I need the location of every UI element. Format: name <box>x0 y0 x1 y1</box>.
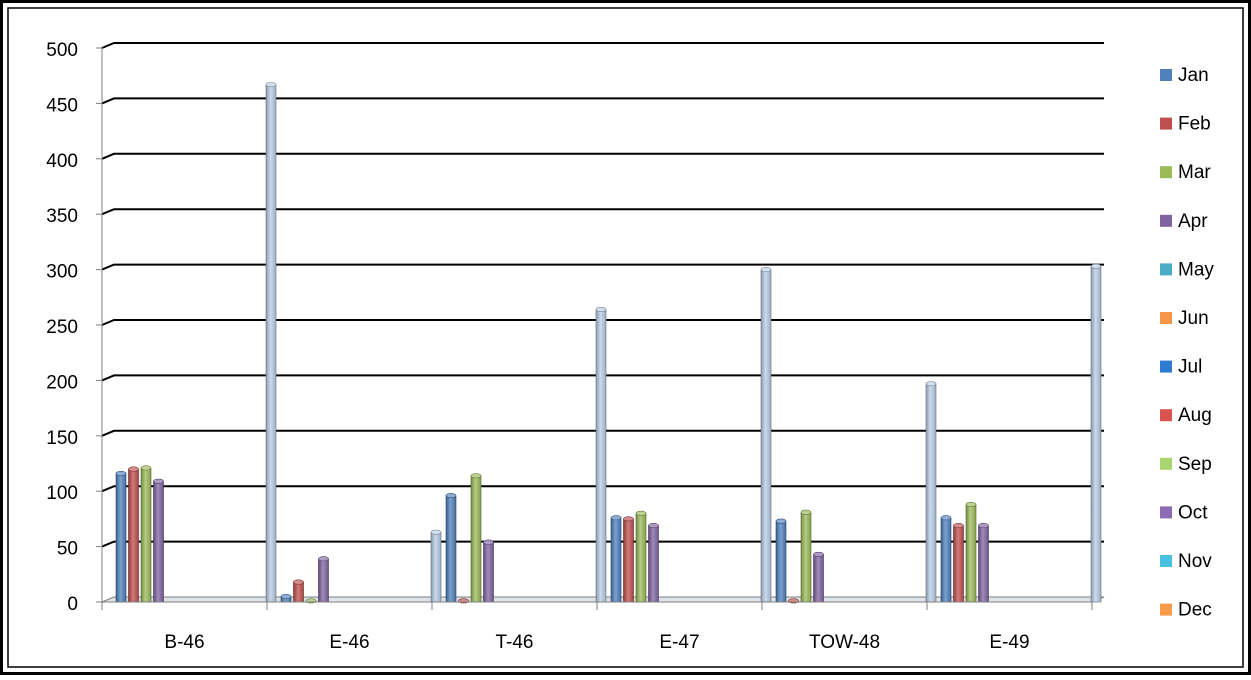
legend-label-may: May <box>1178 259 1214 280</box>
gridline-450 <box>101 97 1104 105</box>
legend-label-sep: Sep <box>1178 454 1212 475</box>
bar-t-46-jan <box>445 493 457 603</box>
legend-label-jul: Jul <box>1178 357 1202 378</box>
gridline-350 <box>101 208 1104 216</box>
y-tick-label-250: 250 <box>46 317 78 338</box>
y-tick-label-150: 150 <box>46 428 78 449</box>
legend-swatch-jul <box>1160 360 1172 373</box>
bar-e-46-feb <box>293 579 304 603</box>
y-tick-label-400: 400 <box>46 151 78 172</box>
bar-e-47-mar <box>635 510 647 603</box>
gridline-200 <box>101 374 1104 382</box>
legend-swatch-aug <box>1160 409 1172 422</box>
legend-label-apr: Apr <box>1178 211 1208 232</box>
x-tick-label-t-46: T-46 <box>495 632 533 653</box>
bar-tow-48-series-13 <box>925 381 937 603</box>
legend-swatch-dec <box>1160 603 1172 616</box>
legend-item-jan: Jan <box>1160 65 1209 86</box>
legend-swatch-sep <box>1160 457 1172 470</box>
y-tick-label-100: 100 <box>46 483 78 504</box>
x-axis-ticks: B-46 E-46 T-46 E-47 TOW-48 E-49 <box>101 601 1093 653</box>
legend-swatch-mar <box>1160 166 1172 179</box>
x-tick-label-tow-48: TOW-48 <box>809 632 880 653</box>
legend-item-jun: Jun <box>1160 308 1209 329</box>
y-tick-label-350: 350 <box>46 206 78 227</box>
bar-e-46-series-13 <box>430 529 442 603</box>
y-tick-label-300: 300 <box>46 262 78 283</box>
bar-e-47-feb <box>623 516 634 603</box>
gridline-150 <box>101 429 1104 437</box>
y-tick-label-500: 500 <box>46 40 78 61</box>
legend-label-jun: Jun <box>1178 308 1209 329</box>
legend-swatch-nov <box>1160 555 1172 567</box>
bar-e-47-series-13 <box>760 267 772 603</box>
bar-e-47-apr <box>648 523 659 603</box>
legend-swatch-jun <box>1160 312 1172 324</box>
bar-t-46-series-13 <box>595 306 607 603</box>
legend-label-nov: Nov <box>1178 551 1212 572</box>
bar-e-47-jan <box>610 515 622 603</box>
legend-label-feb: Feb <box>1178 114 1211 135</box>
legend-label-aug: Aug <box>1178 405 1212 426</box>
bar-e-49-mar <box>965 501 977 603</box>
legend-item-nov: Nov <box>1160 551 1212 572</box>
bar-e-49-jan <box>940 515 952 603</box>
bar-t-46-apr <box>483 539 494 603</box>
bar-t-46-mar <box>470 473 482 603</box>
bar-tow-48-jan <box>775 518 787 603</box>
y-tick-label-0: 0 <box>67 594 78 615</box>
bar-b-46-apr <box>153 478 164 603</box>
legend-item-dec: Dec <box>1160 600 1212 621</box>
gridline-300 <box>101 263 1104 271</box>
bar-e-49-feb <box>953 523 964 603</box>
legend-swatch-may <box>1160 263 1172 276</box>
legend-item-oct: Oct <box>1160 502 1208 523</box>
x-tick-label-b-46: B-46 <box>164 632 204 653</box>
gridline-50 <box>101 540 1104 548</box>
legend-item-mar: Mar <box>1160 162 1211 183</box>
y-axis-ticks: 0 50 100 150 200 250 300 350 400 450 500 <box>46 40 103 615</box>
legend-item-apr: Apr <box>1160 211 1208 232</box>
legend-swatch-feb <box>1160 117 1172 130</box>
gridline-400 <box>101 152 1104 160</box>
bar-b-46-series-13 <box>265 82 277 603</box>
bar-tow-48-mar <box>800 509 812 603</box>
legend-label-oct: Oct <box>1178 502 1208 523</box>
gridline-250 <box>101 319 1104 326</box>
legend-swatch-jan <box>1160 69 1172 81</box>
y-tick-label-50: 50 <box>57 539 78 560</box>
bar-b-46-feb <box>128 466 139 603</box>
legend-item-sep: Sep <box>1160 454 1212 475</box>
y-tick-label-200: 200 <box>46 372 78 393</box>
legend: Jan Feb Mar Apr May Jun Jul Aug Sep Oct Nov Dec <box>1160 65 1214 621</box>
x-tick-label-e-49: E-49 <box>989 632 1029 653</box>
legend-item-jul: Jul <box>1160 357 1202 378</box>
gridline-100 <box>101 485 1104 493</box>
legend-swatch-apr <box>1160 214 1172 227</box>
legend-item-may: May <box>1160 259 1214 280</box>
legend-label-mar: Mar <box>1178 162 1211 183</box>
bar-e-49-apr <box>978 523 989 603</box>
legend-label-dec: Dec <box>1178 600 1212 621</box>
gridline-500 <box>101 42 1104 49</box>
legend-item-feb: Feb <box>1160 114 1211 135</box>
legend-swatch-oct <box>1160 506 1172 519</box>
legend-item-aug: Aug <box>1160 405 1212 426</box>
bar-e-49-series-13 <box>1090 263 1102 603</box>
bar-e-46-jan <box>280 593 292 603</box>
legend-label-jan: Jan <box>1178 65 1209 86</box>
x-tick-label-e-47: E-47 <box>659 632 699 653</box>
bar-b-46-mar <box>140 465 152 603</box>
bar-b-46-jan <box>115 470 127 603</box>
bar-e-46-apr <box>318 556 329 603</box>
x-tick-label-e-46: E-46 <box>329 632 369 653</box>
y-tick-label-450: 450 <box>46 95 78 116</box>
bar-tow-48-apr <box>813 551 824 603</box>
